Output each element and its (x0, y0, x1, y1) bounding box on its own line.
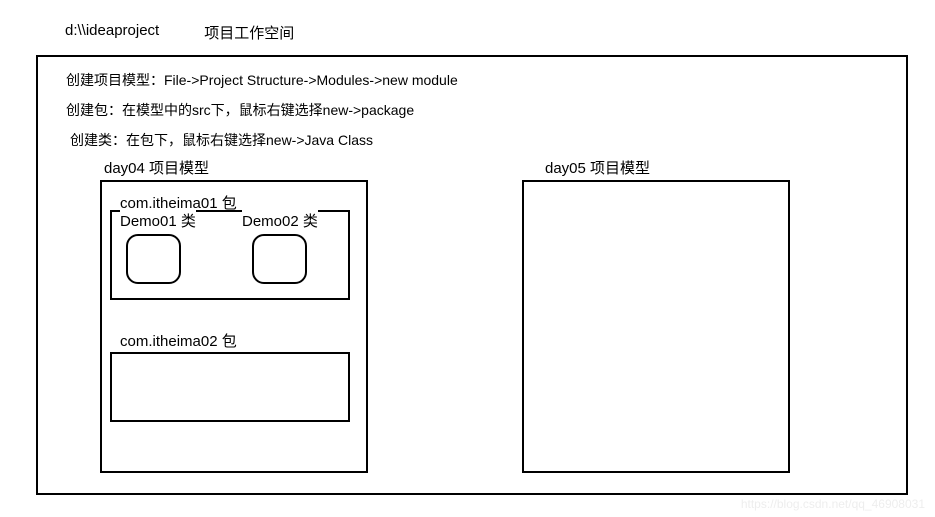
package2-label: com.itheima02 包 (120, 330, 237, 351)
package1-box: Demo01 类 Demo02 类 (110, 210, 350, 300)
instruction-create-module: 创建项目模型：File->Project Structure->Modules-… (66, 71, 458, 91)
module-right-box (522, 180, 790, 473)
package2-box (110, 352, 350, 422)
workspace-path: d:\\ideaproject (65, 22, 159, 43)
class2-box (252, 234, 307, 284)
class1-box (126, 234, 181, 284)
main-frame: 创建项目模型：File->Project Structure->Modules-… (36, 55, 908, 495)
watermark: https://blog.csdn.net/qq_46908031 (741, 497, 925, 511)
instruction-create-package: 创建包：在模型中的src下，鼠标右键选择new->package (66, 101, 414, 121)
module-right-title: day05 项目模型 (545, 157, 650, 178)
module-left-box: com.itheima01 包 Demo01 类 Demo02 类 com.it… (100, 180, 368, 473)
class1-label: Demo01 类 (120, 210, 196, 231)
workspace-label: 项目工作空间 (204, 22, 294, 43)
class2-label: Demo02 类 (242, 210, 318, 231)
instruction-create-class: 创建类：在包下，鼠标右键选择new->Java Class (70, 131, 373, 151)
module-left-title: day04 项目模型 (104, 157, 209, 178)
